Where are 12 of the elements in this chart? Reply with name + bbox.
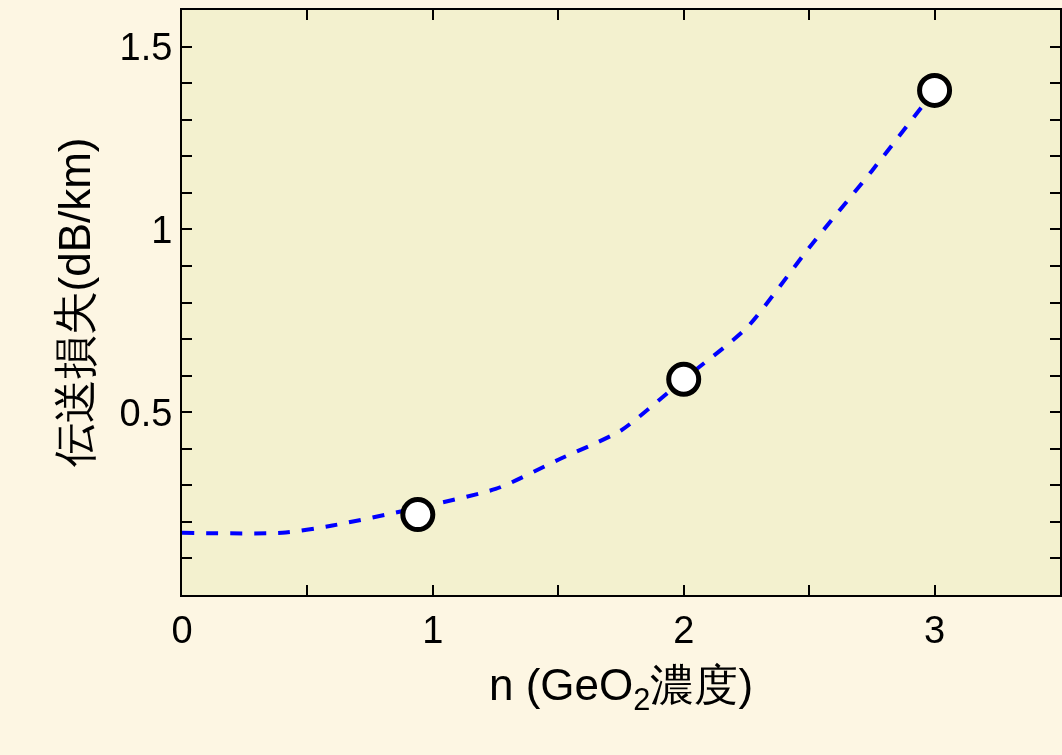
- x-tick-label: 1: [422, 608, 444, 651]
- point: [666, 361, 702, 397]
- y-tick-label: 1.5: [119, 25, 173, 68]
- y-axis-title: 伝送損失(dB/km): [50, 137, 100, 468]
- x-axis-title: n (GeO$_{2}$濃度): [488, 660, 754, 717]
- x-tick-label: 2: [673, 608, 695, 651]
- y-tick-label: 0.5: [119, 391, 173, 434]
- y-tick-label: 1: [151, 208, 173, 251]
- point: [400, 497, 436, 533]
- point: [917, 72, 953, 108]
- x-tick-label: 3: [924, 608, 946, 651]
- x-tick-label: 0: [171, 608, 193, 651]
